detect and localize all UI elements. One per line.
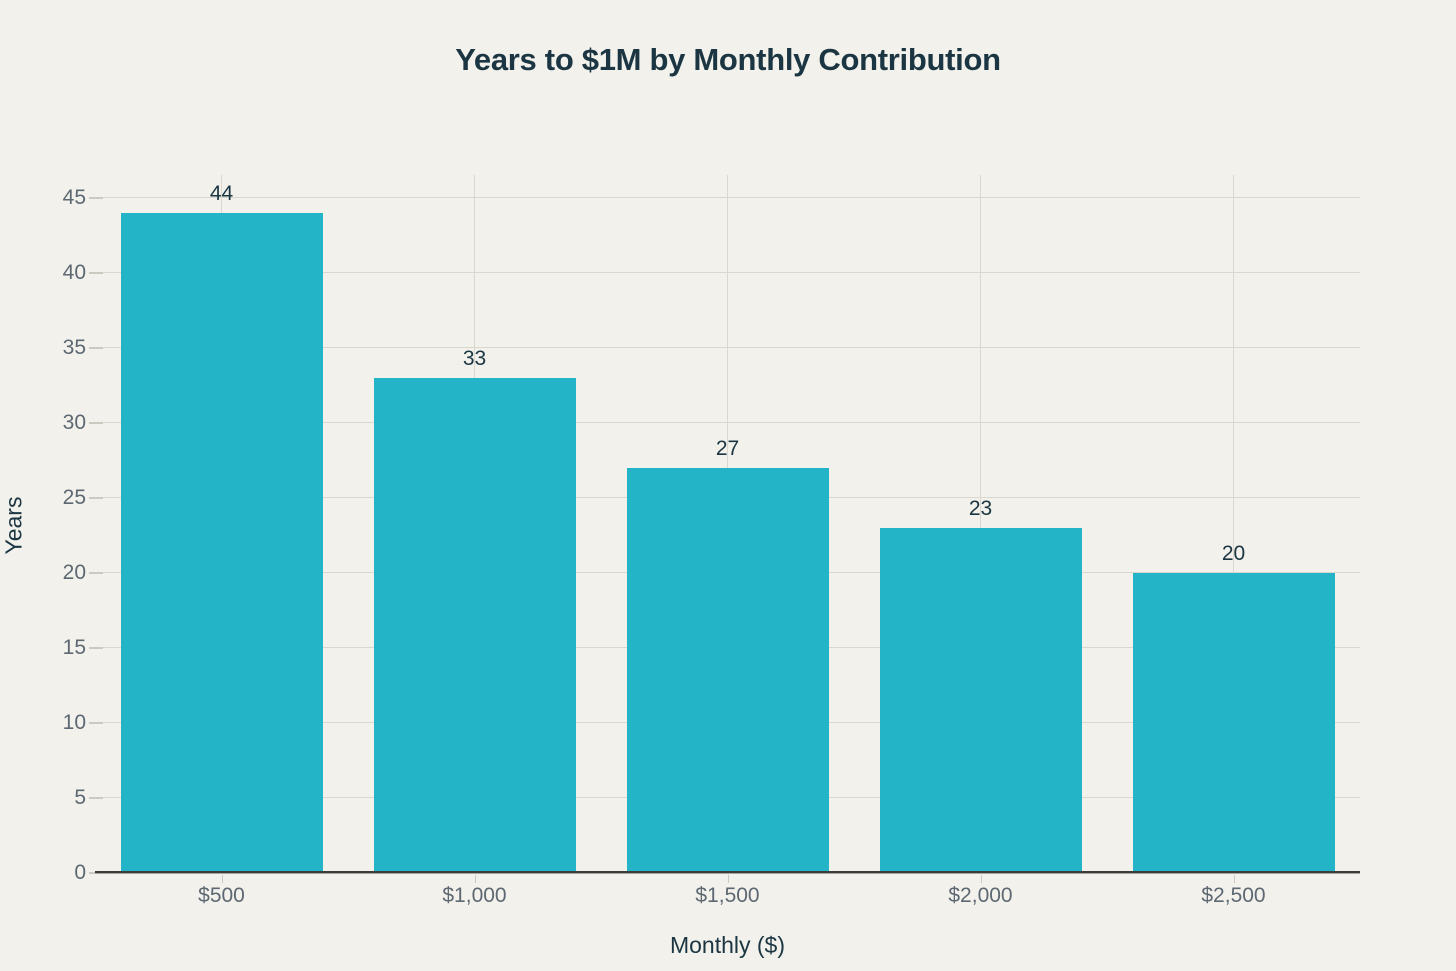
y-axis-tick-mark (89, 646, 103, 649)
y-axis-tick-mark (89, 721, 103, 724)
bar (626, 467, 829, 873)
y-axis-tick-label: 15 (62, 635, 86, 659)
x-axis-line (95, 871, 1360, 874)
y-axis-tick-label: 5 (74, 785, 86, 809)
bar (373, 377, 576, 873)
gridline-vertical (1233, 175, 1234, 873)
gridline-horizontal (95, 197, 1360, 199)
y-axis-tick-mark (89, 571, 103, 574)
y-axis-tick-label: 35 (62, 335, 86, 359)
x-axis-tick-label: $1,500 (695, 884, 760, 907)
y-axis-tick-label: 40 (62, 260, 86, 284)
bar-value-label: 33 (462, 346, 487, 370)
y-axis-tick-mark (89, 496, 103, 499)
y-axis-tick-label: 0 (74, 861, 86, 884)
y-axis-tick-label: 30 (62, 410, 86, 434)
gridline-horizontal (95, 272, 1360, 274)
y-axis-tick-mark (89, 796, 103, 799)
x-axis-tick-mark (1233, 875, 1235, 883)
chart-title: Years to $1M by Monthly Contribution (455, 42, 1001, 77)
gridline-horizontal (95, 422, 1360, 424)
x-axis-tick-label: $500 (198, 884, 245, 907)
y-axis-tick-mark (89, 196, 103, 199)
y-axis-tick-label: 25 (62, 485, 86, 509)
x-axis-tick-label: $1,000 (442, 884, 507, 907)
y-axis-title: Years (0, 496, 27, 555)
y-axis-tick-label: 20 (62, 560, 86, 584)
y-axis-tick-mark (89, 271, 103, 274)
bar-value-label: 20 (1221, 541, 1246, 565)
bar-value-label: 44 (209, 181, 234, 205)
x-axis-tick-label: $2,500 (1201, 884, 1266, 907)
x-axis-tick-mark (474, 875, 476, 883)
y-axis-tick-label: 10 (62, 710, 86, 734)
x-axis-tick-mark (221, 875, 223, 883)
bar (120, 212, 323, 873)
y-axis-tick-mark (89, 421, 103, 424)
plot-area: 44 33 27 23 20 (95, 175, 1360, 873)
x-axis-tick-label: $2,000 (948, 884, 1013, 907)
gridline-vertical (980, 175, 981, 873)
bar (1132, 572, 1335, 873)
x-axis-tick-mark (727, 875, 729, 883)
gridline-horizontal (95, 347, 1360, 349)
bar (879, 527, 1082, 873)
bar-value-label: 27 (715, 436, 740, 460)
bar-value-label: 23 (968, 496, 993, 520)
y-axis-tick-label: 45 (62, 185, 86, 209)
x-axis-tick-mark (980, 875, 982, 883)
y-axis-tick-mark (89, 346, 103, 349)
x-axis-title: Monthly ($) (669, 932, 786, 958)
